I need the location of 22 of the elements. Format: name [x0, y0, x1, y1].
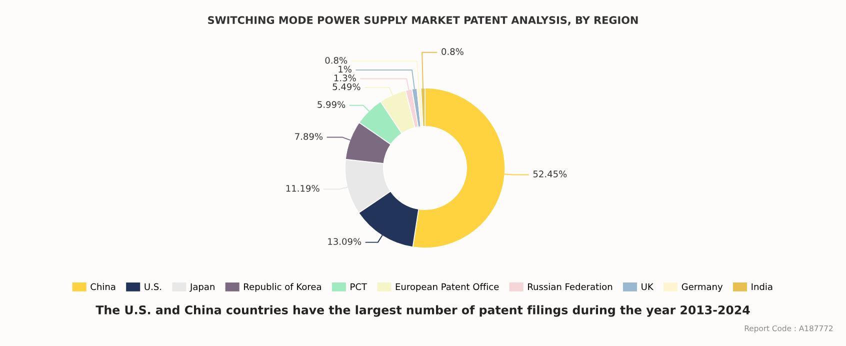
- legend-label: Russian Federation: [528, 283, 612, 290]
- data-label: 7.89%: [295, 133, 323, 140]
- data-label: 5.99%: [318, 101, 346, 108]
- legend-label: European Patent Office: [396, 283, 499, 292]
- data-label: 11.19%: [286, 184, 320, 192]
- data-label: 0.8%: [442, 48, 464, 55]
- data-label: 5.49%: [332, 83, 360, 90]
- text: The U.S. and China countries have the largest number of patent filings during the year 2013-2024: [96, 305, 750, 317]
- data-label: 0.8%: [325, 56, 348, 64]
- data-label: 1%: [338, 66, 352, 73]
- legend-label: Germany: [682, 283, 723, 292]
- legend-label: UK: [642, 283, 654, 290]
- chart-title: SWITCHING MODE POWER SUPPLY MARKET PATENT ANALYSIS, BY REGION: [208, 16, 638, 26]
- legend-label: China: [90, 283, 116, 290]
- legend-label: India: [752, 283, 772, 290]
- data-label: 52.45%: [533, 170, 567, 178]
- data-label: 13.09%: [328, 238, 362, 245]
- legend-label: PCT: [350, 283, 368, 290]
- data-label: 1.3%: [334, 74, 356, 82]
- legend-label: Japan: [190, 283, 214, 292]
- legend-label: U.S.: [144, 283, 162, 290]
- legend-label: Republic of Korea: [244, 283, 321, 292]
